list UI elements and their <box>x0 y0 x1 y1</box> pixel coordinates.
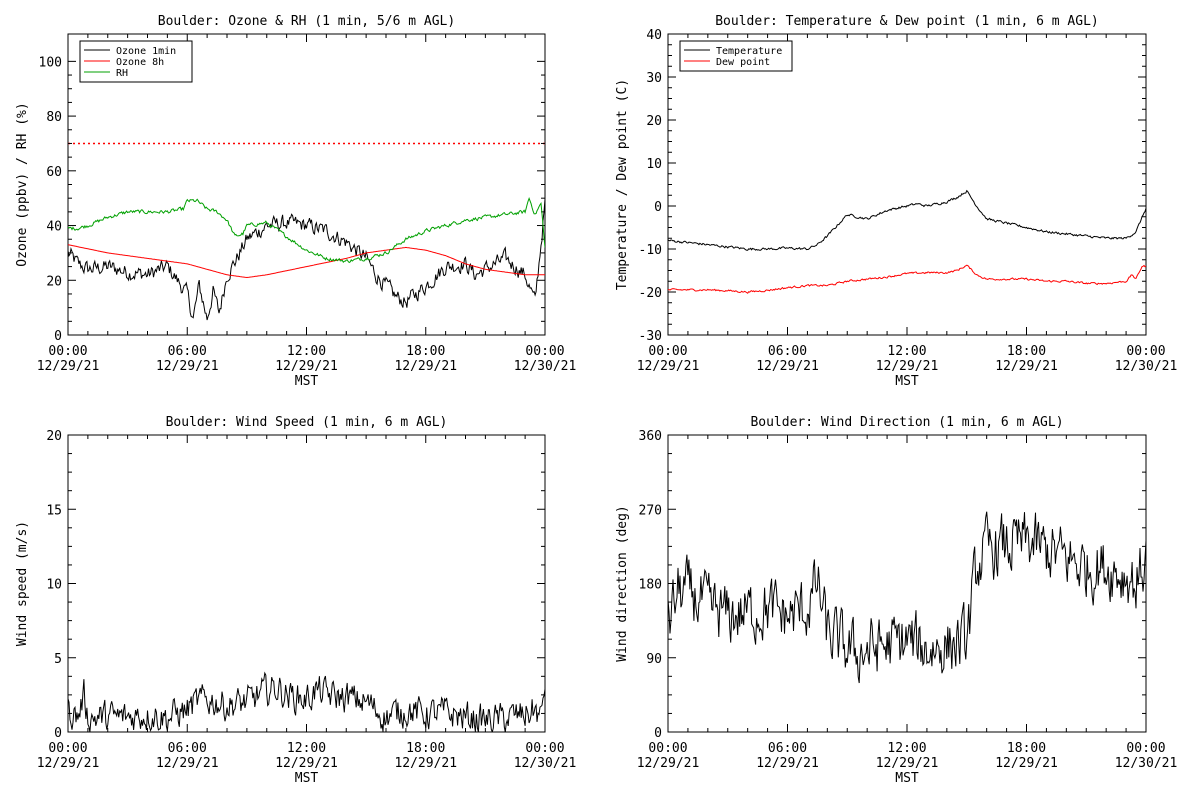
y-tick-label: 20 <box>46 274 62 289</box>
y-tick-label: 10 <box>46 578 62 593</box>
y-tick-label: 0 <box>54 329 62 344</box>
x-tick-label-date: 12/29/21 <box>995 756 1058 771</box>
y-tick-label: 90 <box>646 652 662 667</box>
x-tick-label-time: 00:00 <box>48 741 87 756</box>
chart-panel-4: Boulder: Wind Direction (1 min, 6 m AGL)… <box>615 415 1177 786</box>
y-tick-label: 0 <box>654 726 662 741</box>
x-tick-label-date: 12/30/21 <box>1115 756 1178 771</box>
x-tick-label-time: 00:00 <box>48 344 87 359</box>
y-axis-label: Wind speed (m/s) <box>15 521 30 646</box>
legend-entry: Ozone 1min <box>116 46 176 57</box>
x-axis-label: MST <box>895 771 919 786</box>
x-tick-label-date: 12/29/21 <box>637 359 700 374</box>
series-line-1 <box>68 198 545 321</box>
legend-entry: RH <box>116 68 128 79</box>
x-tick-label-date: 12/29/21 <box>156 359 219 374</box>
y-axis-label: Wind direction (deg) <box>615 505 630 662</box>
x-tick-label-time: 06:00 <box>768 344 807 359</box>
x-tick-label-date: 12/30/21 <box>514 756 577 771</box>
y-tick-label: 80 <box>46 110 62 125</box>
x-tick-label-date: 12/29/21 <box>37 359 100 374</box>
x-tick-label-date: 12/29/21 <box>876 359 939 374</box>
y-tick-label: 0 <box>54 726 62 741</box>
x-tick-label-time: 12:00 <box>887 741 926 756</box>
chart-title: Boulder: Temperature & Dew point (1 min,… <box>715 14 1099 29</box>
chart-title: Boulder: Wind Speed (1 min, 6 m AGL) <box>166 415 448 430</box>
x-tick-label-date: 12/30/21 <box>514 359 577 374</box>
series-line-1 <box>68 671 545 732</box>
x-tick-label-date: 12/29/21 <box>275 359 338 374</box>
x-tick-label-date: 12/29/21 <box>37 756 100 771</box>
y-tick-label: -30 <box>639 329 662 344</box>
series-line-2 <box>668 264 1146 294</box>
x-tick-label-time: 18:00 <box>406 741 445 756</box>
y-axis-label: Ozone (ppbv) / RH (%) <box>15 102 30 266</box>
y-tick-label: 40 <box>46 220 62 235</box>
legend-box <box>679 40 793 72</box>
y-tick-label: 5 <box>54 652 62 667</box>
x-tick-label-date: 12/29/21 <box>275 756 338 771</box>
legend-entry: Ozone 8h <box>116 57 164 68</box>
x-tick-label-time: 00:00 <box>1126 741 1165 756</box>
y-tick-label: 0 <box>654 200 662 215</box>
x-tick-label-time: 18:00 <box>406 344 445 359</box>
legend-entry: Temperature <box>716 46 782 57</box>
y-tick-label: 100 <box>39 55 62 70</box>
x-tick-label-time: 12:00 <box>287 741 326 756</box>
chart-panel-2: Boulder: Temperature & Dew point (1 min,… <box>615 14 1177 389</box>
x-axis-label: MST <box>295 771 319 786</box>
y-tick-label: 40 <box>646 28 662 43</box>
plot-frame <box>667 434 1147 733</box>
x-tick-label-date: 12/30/21 <box>1115 359 1178 374</box>
x-tick-label-date: 12/29/21 <box>394 359 457 374</box>
chart-title: Boulder: Ozone & RH (1 min, 5/6 m AGL) <box>158 14 455 29</box>
x-tick-label-time: 18:00 <box>1007 344 1046 359</box>
chart-panel-1: Boulder: Ozone & RH (1 min, 5/6 m AGL) 0 2… <box>15 14 576 389</box>
x-tick-label-time: 06:00 <box>168 741 207 756</box>
x-tick-label-time: 00:00 <box>648 344 687 359</box>
y-tick-label: -20 <box>639 286 662 301</box>
y-tick-label: 270 <box>639 503 662 518</box>
y-tick-label: -10 <box>639 243 662 258</box>
legend-entry: Dew point <box>716 57 770 68</box>
y-tick-label: 20 <box>46 429 62 444</box>
series-line-1 <box>668 511 1146 684</box>
plot-frame <box>667 33 1147 336</box>
x-tick-label-date: 12/29/21 <box>394 756 457 771</box>
x-tick-label-date: 12/29/21 <box>756 359 819 374</box>
y-tick-label: 20 <box>646 114 662 129</box>
y-tick-label: 360 <box>639 429 662 444</box>
plot-frame <box>67 434 546 733</box>
y-axis-label: Temperature / Dew point (C) <box>615 79 630 290</box>
x-tick-label-time: 00:00 <box>648 741 687 756</box>
x-tick-label-date: 12/29/21 <box>995 359 1058 374</box>
x-tick-label-date: 12/29/21 <box>156 756 219 771</box>
x-tick-label-time: 12:00 <box>887 344 926 359</box>
chart-panel-3: Boulder: Wind Speed (1 min, 6 m AGL) 0 5 10… <box>15 415 576 786</box>
y-tick-label: 30 <box>646 71 662 86</box>
y-tick-label: 15 <box>46 503 62 518</box>
series-line-2 <box>68 244 545 279</box>
y-tick-label: 10 <box>646 157 662 172</box>
x-tick-label-time: 12:00 <box>287 344 326 359</box>
x-axis-label: MST <box>895 374 919 389</box>
series-line-3 <box>68 196 545 264</box>
x-tick-label-date: 12/29/21 <box>756 756 819 771</box>
chart-title: Boulder: Wind Direction (1 min, 6 m AGL) <box>750 415 1063 430</box>
x-axis-label: MST <box>295 374 319 389</box>
x-tick-label-time: 06:00 <box>168 344 207 359</box>
x-tick-label-time: 00:00 <box>1126 344 1165 359</box>
y-tick-label: 180 <box>639 578 662 593</box>
x-tick-label-time: 06:00 <box>768 741 807 756</box>
x-tick-label-date: 12/29/21 <box>637 756 700 771</box>
x-tick-label-time: 18:00 <box>1007 741 1046 756</box>
series-line-1 <box>668 189 1146 251</box>
x-tick-label-time: 00:00 <box>525 344 564 359</box>
x-tick-label-time: 00:00 <box>525 741 564 756</box>
y-tick-label: 60 <box>46 165 62 180</box>
x-tick-label-date: 12/29/21 <box>876 756 939 771</box>
